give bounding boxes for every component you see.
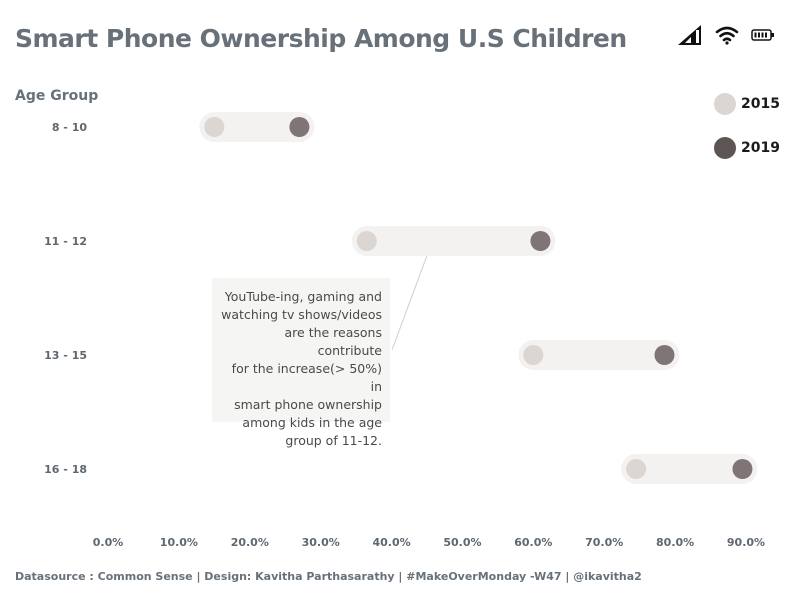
- annotation-line: are the reasons contribute: [284, 325, 383, 358]
- annotation-line: for the increase(> 50%) in: [231, 361, 382, 394]
- legend-marker-2015: [714, 93, 736, 115]
- annotation-line: among kids in the age: [242, 415, 382, 430]
- point-2015: [626, 459, 647, 479]
- legend: 2015 2019: [714, 92, 780, 180]
- chart-title: Smart Phone Ownership Among U.S Children: [15, 24, 627, 53]
- x-tick-label: 60.0%: [514, 536, 552, 549]
- legend-marker-2019: [714, 137, 736, 159]
- legend-label-2015: 2015: [741, 96, 780, 112]
- annotation-line: smart phone ownership: [234, 397, 382, 412]
- cellular-signal-icon: [677, 24, 703, 46]
- y-tick-label: 11 - 12: [44, 235, 87, 248]
- battery-icon: [751, 28, 775, 42]
- point-2019: [654, 345, 675, 365]
- annotation-line: group of 11-12.: [285, 433, 382, 448]
- legend-label-2019: 2019: [741, 140, 780, 156]
- point-2015: [356, 231, 377, 251]
- wifi-icon: [715, 25, 739, 45]
- footer-credits: Datasource : Common Sense | Design: Kavi…: [15, 570, 642, 583]
- point-2015: [204, 117, 225, 137]
- point-2019: [289, 117, 310, 137]
- x-tick-label: 0.0%: [93, 536, 124, 549]
- x-tick-label: 50.0%: [443, 536, 481, 549]
- x-tick-label: 20.0%: [231, 536, 269, 549]
- y-axis-title: Age Group: [15, 88, 99, 104]
- point-2015: [523, 345, 544, 365]
- annotation-line: YouTube-ing, gaming and: [224, 289, 382, 304]
- point-2019: [732, 459, 753, 479]
- x-tick-label: 40.0%: [372, 536, 410, 549]
- x-tick-label: 10.0%: [160, 536, 198, 549]
- annotation-leader-line: [391, 241, 433, 351]
- x-tick-label: 30.0%: [302, 536, 340, 549]
- y-tick-label: 16 - 18: [44, 463, 87, 476]
- x-tick-label: 70.0%: [585, 536, 623, 549]
- y-tick-label: 8 - 10: [52, 121, 88, 134]
- point-2019: [530, 231, 551, 251]
- legend-item-2015: 2015: [714, 92, 780, 116]
- legend-item-2019: 2019: [714, 136, 780, 160]
- status-bar: [677, 24, 775, 46]
- annotation-box: YouTube-ing, gaming and watching tv show…: [212, 278, 390, 448]
- annotation-line: watching tv shows/videos: [221, 307, 382, 322]
- x-tick-label: 90.0%: [727, 536, 765, 549]
- y-tick-label: 13 - 15: [44, 349, 87, 362]
- x-tick-label: 80.0%: [656, 536, 694, 549]
